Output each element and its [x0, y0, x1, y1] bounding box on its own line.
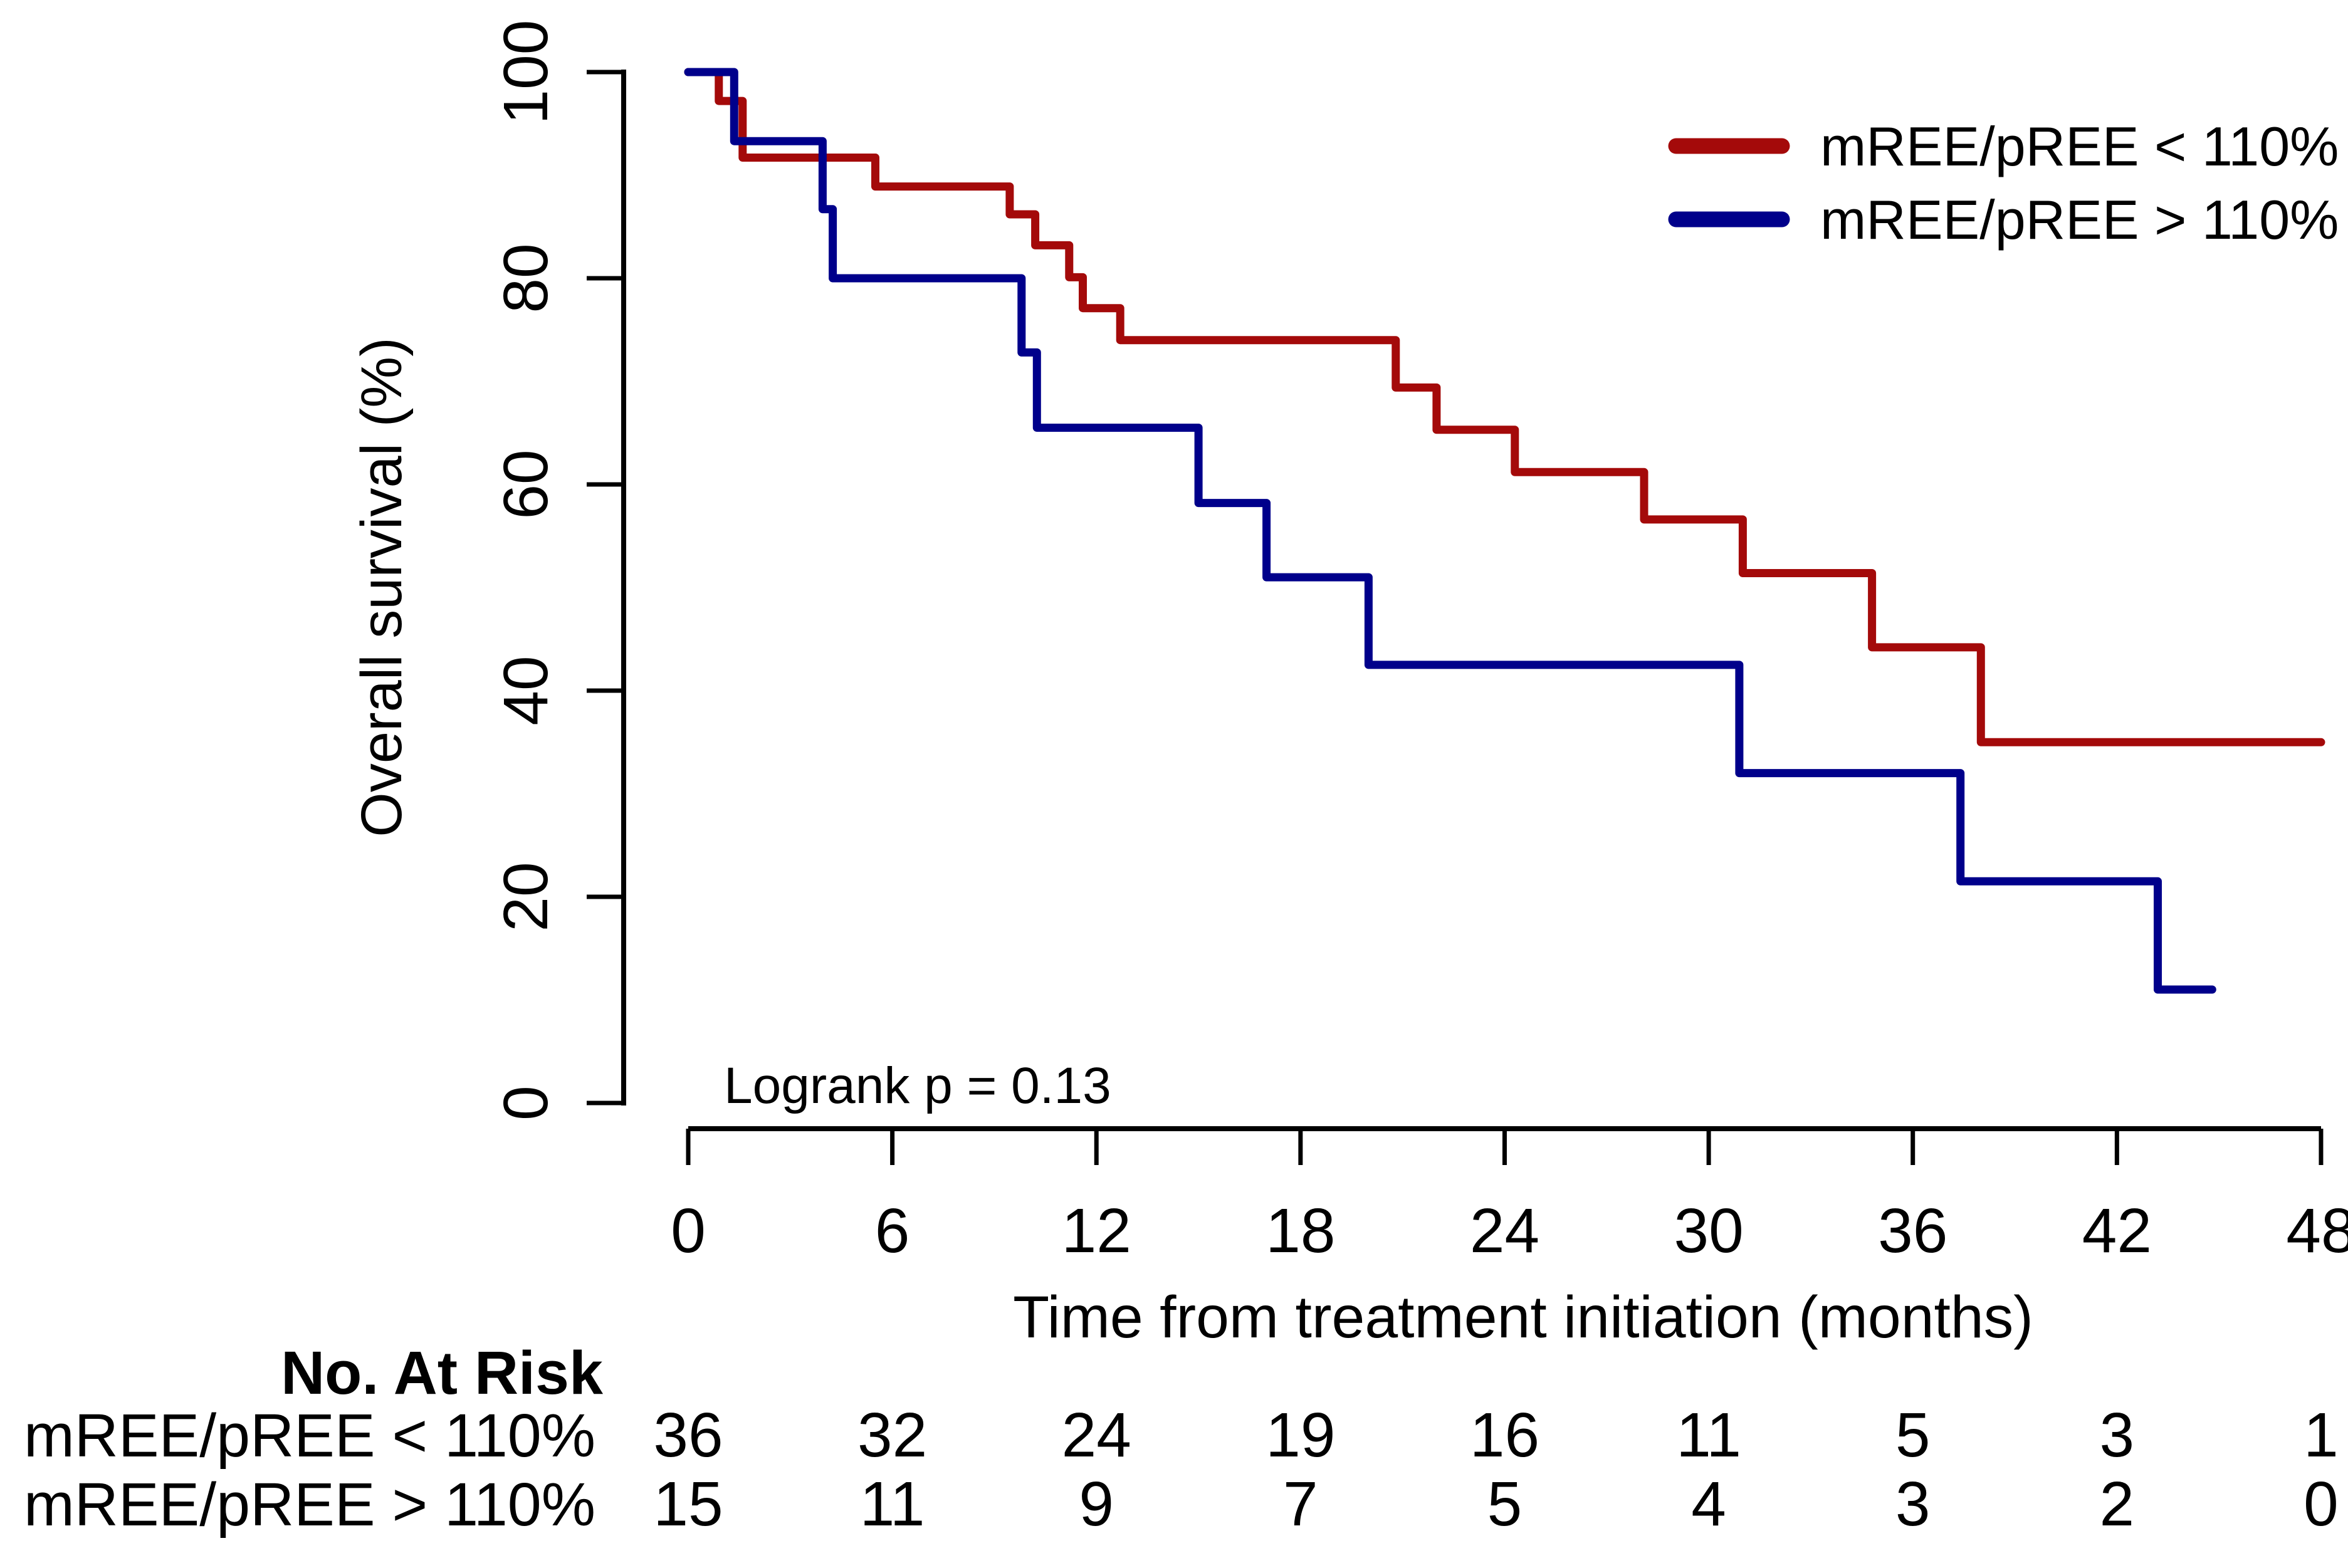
y-tick-label: 0: [491, 1085, 561, 1121]
risk-count: 19: [1266, 1400, 1335, 1470]
x-axis: 0 6 12 18 24 30 36 42 48 Time from treatment ini…: [671, 1126, 2348, 1351]
risk-count: 11: [860, 1469, 925, 1539]
survival-curves: [684, 68, 2325, 994]
legend-label-red: mREE/pREE < 110%: [1820, 115, 2339, 177]
risk-count: 3: [2100, 1400, 2135, 1470]
x-tick-label: 6: [875, 1196, 910, 1266]
risk-count: 36: [653, 1400, 723, 1470]
risk-count: 3: [1895, 1469, 1931, 1539]
x-tick-label: 42: [2082, 1196, 2152, 1266]
x-tick-label: 48: [2286, 1196, 2348, 1266]
risk-table-numbers: 36 32 24 19 16 11 5 3 115 11 9 7 5 4 3 2 0: [653, 1400, 2338, 1539]
x-tick-label: 36: [1878, 1196, 1947, 1266]
risk-count: 1: [2303, 1400, 2339, 1470]
risk-count: 2: [2100, 1469, 2135, 1539]
risk-count: 9: [1079, 1469, 1114, 1539]
risk-count: 32: [857, 1400, 927, 1470]
risk-count: 5: [1487, 1469, 1523, 1539]
x-tick-label: 12: [1062, 1196, 1131, 1266]
logrank-annotation: Logrank p = 0.13: [724, 1057, 1111, 1114]
y-tick-label: 60: [491, 449, 561, 519]
risk-table-title: No. At Risk: [281, 1339, 604, 1407]
y-tick-label: 20: [491, 862, 561, 931]
legend: mREE/pREE < 110% mREE/pREE > 110%: [1668, 115, 2339, 251]
risk-count: 0: [2303, 1469, 2339, 1539]
risk-count: 15: [653, 1469, 723, 1539]
x-axis-title: Time from treatment initiation (months): [1013, 1284, 2033, 1351]
risk-count: 4: [1691, 1469, 1726, 1539]
risk-table: No. At Risk mREE/pREE < 110% mREE/pREE >…: [24, 1339, 2339, 1539]
y-axis-ticks: 0 20 40 60 80 100: [491, 20, 624, 1121]
risk-count: 16: [1470, 1400, 1539, 1470]
risk-row-label-high: mREE/pREE > 110%: [24, 1470, 595, 1539]
km-curve-low-group: [684, 68, 2325, 746]
risk-row-label-low: mREE/pREE < 110%: [24, 1401, 595, 1470]
legend-label-blue: mREE/pREE > 110%: [1820, 189, 2339, 251]
x-tick-label: 30: [1674, 1196, 1743, 1266]
km-curve-high-group: [684, 68, 2216, 994]
y-tick-label: 100: [491, 20, 561, 125]
y-axis-title: Overall survival (%): [350, 337, 414, 837]
risk-count: 7: [1283, 1469, 1318, 1539]
risk-count: 5: [1895, 1400, 1931, 1470]
x-tick-label: 0: [671, 1196, 706, 1266]
risk-count: 11: [1676, 1400, 1741, 1470]
y-tick-label: 80: [491, 243, 561, 313]
y-axis: 0 20 40 60 80 100 Overall survival (%): [350, 20, 626, 1121]
y-tick-label: 40: [491, 656, 561, 725]
risk-count: 24: [1062, 1400, 1131, 1470]
x-tick-label: 18: [1266, 1196, 1335, 1266]
x-axis-ticks: 0 6 12 18 24 30 36 42 48: [671, 1129, 2348, 1266]
x-tick-label: 24: [1470, 1196, 1539, 1266]
